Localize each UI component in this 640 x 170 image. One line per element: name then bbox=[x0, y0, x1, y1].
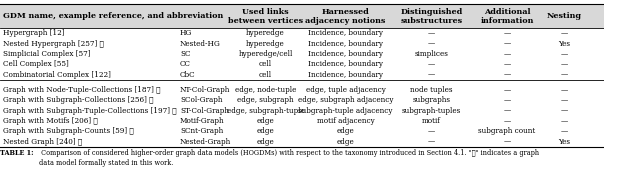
Text: Cell Complex [55]: Cell Complex [55] bbox=[3, 60, 68, 68]
Text: subgraph count: subgraph count bbox=[479, 127, 536, 135]
Text: edge: edge bbox=[257, 127, 275, 135]
Text: —: — bbox=[504, 96, 511, 104]
Text: Graph with Subgraph-Tuple-Collections [197] ★: Graph with Subgraph-Tuple-Collections [1… bbox=[3, 107, 177, 115]
Text: —: — bbox=[428, 29, 435, 37]
Text: edge: edge bbox=[337, 138, 355, 146]
Text: SC: SC bbox=[180, 50, 190, 58]
Text: cell: cell bbox=[259, 71, 272, 79]
Text: Graph with Node-Tuple-Collections [187] ★: Graph with Node-Tuple-Collections [187] … bbox=[3, 86, 161, 94]
Text: Incidence, boundary: Incidence, boundary bbox=[308, 60, 383, 68]
Text: SCol-Graph: SCol-Graph bbox=[180, 96, 222, 104]
Text: SCnt-Graph: SCnt-Graph bbox=[180, 127, 223, 135]
Text: Graph with Subgraph-Collections [256] ★: Graph with Subgraph-Collections [256] ★ bbox=[3, 96, 154, 104]
Text: Nested Graph [240] ★: Nested Graph [240] ★ bbox=[3, 138, 83, 146]
Text: GDM name, example reference, and abbreviation: GDM name, example reference, and abbrevi… bbox=[3, 12, 223, 20]
Text: subgraphs: subgraphs bbox=[413, 96, 451, 104]
Text: Incidence, boundary: Incidence, boundary bbox=[308, 71, 383, 79]
Text: —: — bbox=[561, 71, 568, 79]
Text: hyperedge: hyperedge bbox=[246, 40, 285, 48]
Text: Yes: Yes bbox=[558, 138, 570, 146]
Text: edge: edge bbox=[257, 138, 275, 146]
Text: hyperedge: hyperedge bbox=[246, 29, 285, 37]
Text: node tuples: node tuples bbox=[410, 86, 453, 94]
Text: edge: edge bbox=[257, 117, 275, 125]
Text: —: — bbox=[504, 40, 511, 48]
Text: Graph with Motifs [206] ★: Graph with Motifs [206] ★ bbox=[3, 117, 98, 125]
Text: —: — bbox=[504, 60, 511, 68]
Text: Additional
information: Additional information bbox=[481, 8, 534, 25]
Text: Comparison of considered higher-order graph data models (HOGDMs) with respect to: Comparison of considered higher-order gr… bbox=[39, 149, 540, 166]
Text: —: — bbox=[561, 127, 568, 135]
Text: edge, subgraph adjacency: edge, subgraph adjacency bbox=[298, 96, 394, 104]
Text: —: — bbox=[504, 107, 511, 115]
Text: —: — bbox=[561, 96, 568, 104]
Text: TABLE 1:: TABLE 1: bbox=[0, 149, 33, 157]
Text: Simplicial Complex [57]: Simplicial Complex [57] bbox=[3, 50, 90, 58]
Text: motif adjacency: motif adjacency bbox=[317, 117, 374, 125]
Text: cell: cell bbox=[259, 60, 272, 68]
Text: simplices: simplices bbox=[415, 50, 449, 58]
Text: —: — bbox=[428, 138, 435, 146]
Text: —: — bbox=[504, 138, 511, 146]
Text: edge, tuple adjacency: edge, tuple adjacency bbox=[306, 86, 385, 94]
Text: —: — bbox=[504, 29, 511, 37]
Text: —: — bbox=[504, 71, 511, 79]
Text: Distinguished
substructures: Distinguished substructures bbox=[401, 8, 463, 25]
Text: CbC: CbC bbox=[180, 71, 195, 79]
Text: Used links
between vertices: Used links between vertices bbox=[228, 8, 303, 25]
Text: edge, subgraph-tuple: edge, subgraph-tuple bbox=[227, 107, 305, 115]
Text: Motif-Graph: Motif-Graph bbox=[180, 117, 225, 125]
Text: Nesting: Nesting bbox=[547, 12, 582, 20]
Text: —: — bbox=[504, 117, 511, 125]
Text: edge, subgraph: edge, subgraph bbox=[237, 96, 294, 104]
Text: —: — bbox=[561, 107, 568, 115]
Text: CC: CC bbox=[180, 60, 191, 68]
Text: —: — bbox=[561, 86, 568, 94]
Text: ST-Col-Graph: ST-Col-Graph bbox=[180, 107, 229, 115]
Text: —: — bbox=[428, 71, 435, 79]
Text: Nested Hypergraph [257] ★: Nested Hypergraph [257] ★ bbox=[3, 40, 104, 48]
Text: edge: edge bbox=[337, 127, 355, 135]
Text: —: — bbox=[561, 117, 568, 125]
Text: Nested-HG: Nested-HG bbox=[180, 40, 221, 48]
Text: motif: motif bbox=[422, 117, 441, 125]
Text: HG: HG bbox=[180, 29, 192, 37]
Bar bbox=[0, 4, 604, 28]
Text: Nested-Graph: Nested-Graph bbox=[180, 138, 231, 146]
Text: Yes: Yes bbox=[558, 40, 570, 48]
Text: Harnessed
adjacency notions: Harnessed adjacency notions bbox=[305, 8, 386, 25]
Text: —: — bbox=[561, 50, 568, 58]
Text: —: — bbox=[428, 40, 435, 48]
Text: subgraph-tuple adjacency: subgraph-tuple adjacency bbox=[298, 107, 393, 115]
Text: Graph with Subgraph-Counts [59] ★: Graph with Subgraph-Counts [59] ★ bbox=[3, 127, 134, 135]
Text: Hypergraph [12]: Hypergraph [12] bbox=[3, 29, 65, 37]
Text: Incidence, boundary: Incidence, boundary bbox=[308, 50, 383, 58]
Text: —: — bbox=[504, 86, 511, 94]
Text: —: — bbox=[428, 60, 435, 68]
Text: subgraph-tuples: subgraph-tuples bbox=[402, 107, 461, 115]
Text: —: — bbox=[504, 50, 511, 58]
Text: hyperedge/cell: hyperedge/cell bbox=[239, 50, 292, 58]
Text: Incidence, boundary: Incidence, boundary bbox=[308, 40, 383, 48]
Text: Incidence, boundary: Incidence, boundary bbox=[308, 29, 383, 37]
Text: NT-Col-Graph: NT-Col-Graph bbox=[180, 86, 230, 94]
Text: Combinatorial Complex [122]: Combinatorial Complex [122] bbox=[3, 71, 111, 79]
Text: —: — bbox=[561, 60, 568, 68]
Text: —: — bbox=[428, 127, 435, 135]
Text: —: — bbox=[561, 29, 568, 37]
Text: edge, node-tuple: edge, node-tuple bbox=[235, 86, 296, 94]
